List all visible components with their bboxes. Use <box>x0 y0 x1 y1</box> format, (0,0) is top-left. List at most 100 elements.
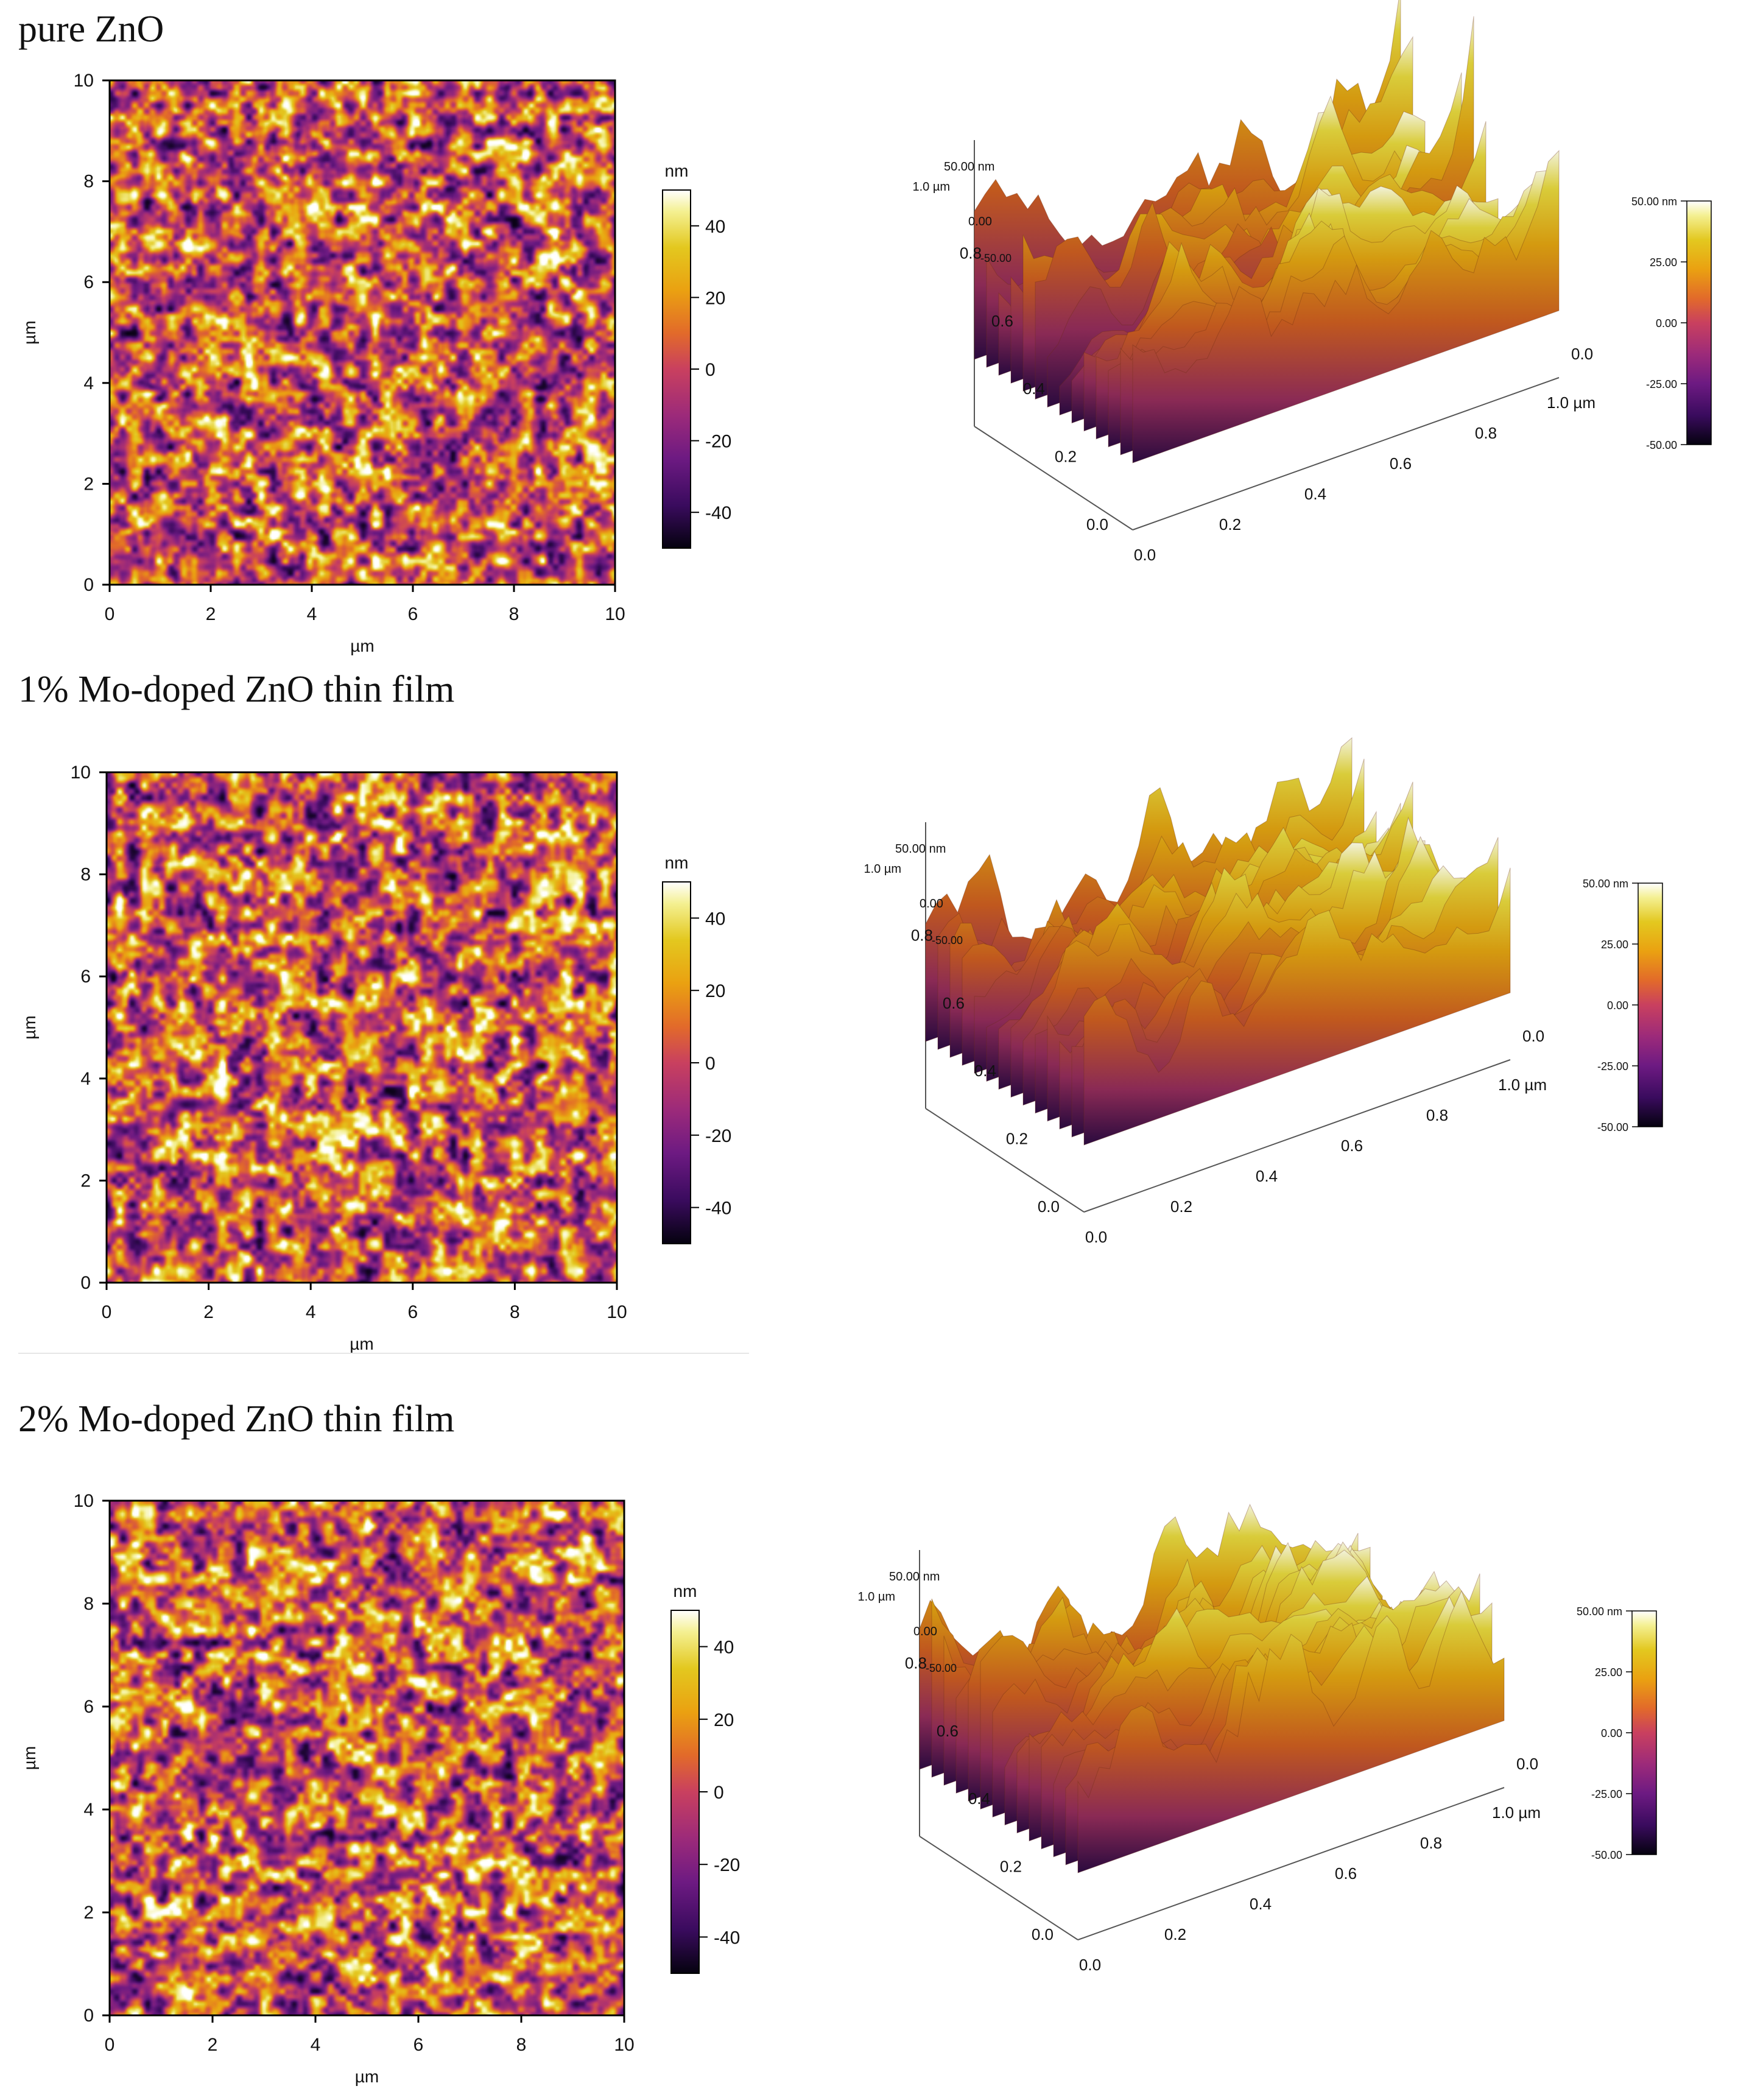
x-axis-tick-label: 0.6 <box>1390 454 1412 473</box>
colorbar-3d-tick-label: -50.00 <box>1646 439 1677 451</box>
y-axis-tick-label: 0.6 <box>991 312 1013 330</box>
y-axis-tick-label: 0.4 <box>1023 379 1045 398</box>
colorbar-tick-label: 40 <box>714 1638 734 1658</box>
y-axis-tick-label: 1.0 µm <box>912 180 950 194</box>
y-axis-tick-label: 0.8 <box>905 1654 927 1672</box>
colorbar-3d-gradient <box>1686 200 1712 445</box>
z-label-bottom: -50.00 <box>926 1662 957 1674</box>
x-tick-label: 6 <box>408 604 418 624</box>
height-map-image <box>107 772 617 1283</box>
colorbar-3d-tick-label: -25.00 <box>1646 378 1677 390</box>
panel-title: 2% Mo-doped ZnO thin film <box>18 1398 454 1440</box>
x-axis-tick-label: 0.2 <box>1219 515 1241 534</box>
x-axis-line <box>1083 1059 1511 1213</box>
panel-title: pure ZnO <box>18 9 164 50</box>
y-tick-label: 6 <box>83 272 94 292</box>
colorbar-tick-label: 40 <box>705 217 725 237</box>
z-label-top: 50.00 nm <box>889 1570 940 1584</box>
colorbar-2d: nm 40 20 0 -20 -40 <box>670 1582 740 1974</box>
y-axis-tick-label: 0.6 <box>943 994 965 1012</box>
y-tick-label: 6 <box>80 967 91 987</box>
surface-mesh <box>974 0 1560 463</box>
z-label-zero: 0.00 <box>913 1625 937 1638</box>
y-axis-label: µm <box>20 320 39 344</box>
y-tick-label: 4 <box>80 1069 91 1089</box>
colorbar-tick-label: -40 <box>714 1928 740 1948</box>
y-axis-tick-label: 0.2 <box>1006 1130 1028 1148</box>
colorbar-2d: nm 40 20 0 -20 -40 <box>662 853 731 1244</box>
colorbar-3d-tick-label: 50.00 nm <box>1583 878 1628 890</box>
panel-title: 1% Mo-doped ZnO thin film <box>18 669 454 710</box>
x-tick-label: 8 <box>516 2035 527 2055</box>
surface-mesh <box>919 1504 1505 1873</box>
y-axis-tick-label: 1.0 µm <box>864 862 901 876</box>
colorbar-tick-label: -40 <box>705 1199 731 1219</box>
x-tick-label: 8 <box>509 604 519 624</box>
x-axis-tick-label: 0.6 <box>1335 1864 1357 1883</box>
y-tick-label: 4 <box>83 1800 94 1820</box>
colorbar-gradient <box>662 189 691 549</box>
colorbar-tick-label: 0 <box>714 1783 724 1803</box>
x-tick-label: 10 <box>614 2035 634 2055</box>
y-axis-tick-label: 1.0 µm <box>857 1590 895 1604</box>
x-axis-tick-label: 0.2 <box>1170 1197 1192 1216</box>
colorbar-tick-label: 40 <box>705 909 725 929</box>
x-axis-tick-label: 0.0 <box>1134 546 1156 564</box>
x-axis-line <box>1132 377 1560 530</box>
x-axis-label: µm <box>355 2067 379 2086</box>
colorbar-tick-label: 20 <box>714 1710 734 1730</box>
x-tick-label: 10 <box>607 1302 627 1322</box>
y-tick-label: 8 <box>83 172 94 192</box>
colorbar-unit: nm <box>665 853 689 872</box>
panel-2: 1% Mo-doped ZnO thin film 0 2 4 6 8 10 0 2 4 6 8 10 µ… <box>18 669 1663 1353</box>
colorbar-3d-tick-label: 0.00 <box>1607 999 1628 1012</box>
y-axis-line <box>919 1836 1078 1940</box>
surface-mesh <box>925 737 1511 1146</box>
x-tick-label: 2 <box>203 1302 214 1322</box>
colorbar-unit: nm <box>665 161 689 180</box>
x-axis-tick-label: 0.8 <box>1420 1834 1442 1852</box>
colorbar-3d-tick-label: -25.00 <box>1591 1788 1622 1800</box>
x-axis-tick-label: 0.8 <box>1475 424 1497 442</box>
y-axis-tick-label: 0.0 <box>1038 1197 1060 1216</box>
z-label-top: 50.00 nm <box>895 842 946 856</box>
afm-3d-surface: 50.00 nm 0.00 -50.00 1.0 µm 0.8 0.6 0.4 0.2 0.0 0… <box>857 1504 1541 1974</box>
colorbar-tick-label: -20 <box>705 432 731 452</box>
colorbar-3d-tick-label: 50.00 nm <box>1577 1605 1622 1618</box>
y-axis-label: µm <box>20 1746 39 1770</box>
y-tick-label: 0 <box>83 575 94 595</box>
colorbar-3d-tick-label: 0.00 <box>1656 317 1677 329</box>
height-map-image <box>110 80 615 585</box>
colorbar-tick-label: 0 <box>705 360 716 380</box>
surface-ridge <box>1083 867 1511 1146</box>
x-tick-label: 4 <box>307 604 317 624</box>
y-axis-tick-label: 0.2 <box>1055 448 1077 466</box>
y-tick-label: 6 <box>83 1697 94 1717</box>
colorbar-3d-tick-label: -50.00 <box>1597 1121 1628 1133</box>
x-tick-label: 10 <box>605 604 625 624</box>
back-axis-label: 0.0 <box>1522 1027 1544 1045</box>
y-tick-label: 10 <box>74 1491 94 1511</box>
y-axis-tick-label: 0.4 <box>968 1789 990 1808</box>
y-tick-label: 0 <box>83 2006 94 2026</box>
afm-3d-surface: 50.00 nm 0.00 -50.00 1.0 µm 0.8 0.6 0.4 0.2 0.0 0… <box>912 0 1596 564</box>
x-tick-label: 0 <box>105 604 115 624</box>
afm-2d-map: 0 2 4 6 8 10 0 2 4 6 8 10 µm µm <box>20 763 627 1353</box>
colorbar-3d: 50.00 nm 25.00 0.00 -25.00 -50.00 <box>1631 196 1712 451</box>
y-axis-tick-label: 0.8 <box>960 244 982 262</box>
x-tick-label: 2 <box>208 2035 218 2055</box>
y-axis-tick-label: 0.0 <box>1032 1925 1054 1943</box>
y-tick-label: 10 <box>74 71 94 91</box>
x-axis-tick-label: 0.8 <box>1426 1106 1448 1124</box>
colorbar-3d-tick-label: -25.00 <box>1597 1060 1628 1073</box>
colorbar-3d-tick-label: -50.00 <box>1591 1849 1622 1861</box>
y-axis-label: µm <box>20 1015 39 1039</box>
z-label-top: 50.00 nm <box>944 160 994 174</box>
z-label-zero: 0.00 <box>968 215 992 228</box>
y-axis-tick-label: 0.2 <box>1000 1858 1022 1876</box>
colorbar-3d-tick-label: 25.00 <box>1601 939 1628 951</box>
colorbar-gradient <box>670 1610 700 1974</box>
x-axis-line <box>1077 1787 1505 1940</box>
x-tick-label: 0 <box>102 1302 112 1322</box>
panel-1: pure ZnO 0 2 4 6 8 10 0 2 4 6 8 10 µm µm nm 40 20 0 -20 -40 5… <box>18 0 1712 655</box>
